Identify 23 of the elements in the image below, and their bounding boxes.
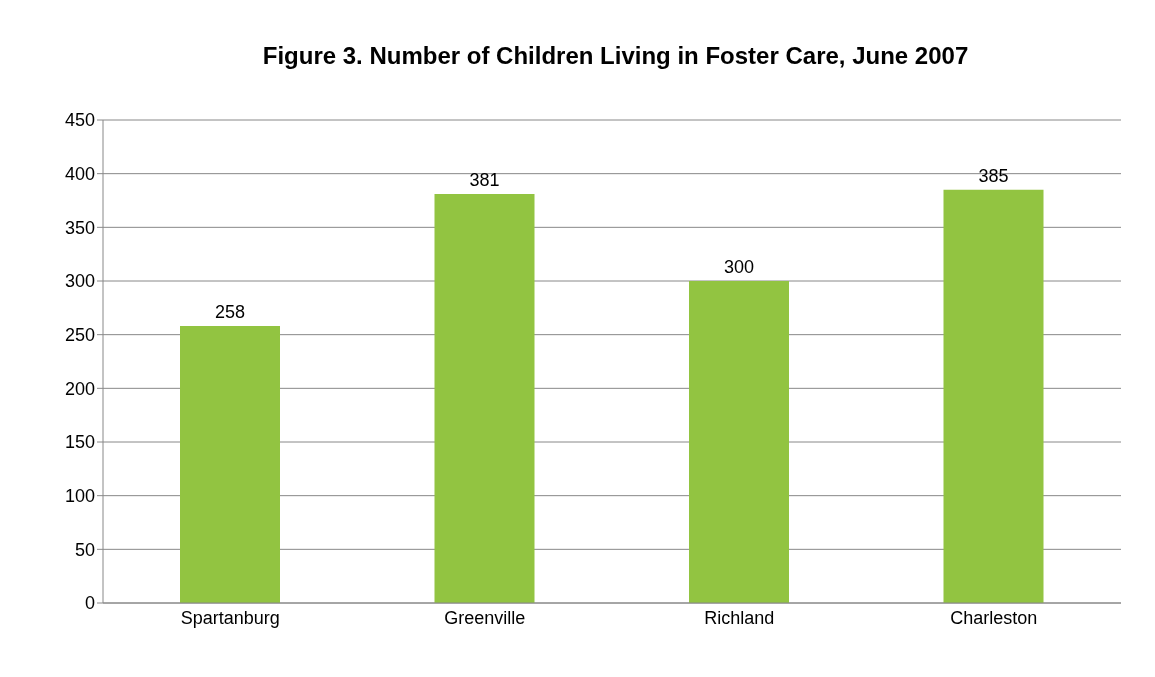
y-tick-label: 50 <box>74 539 95 560</box>
x-tick-label: Spartanburg <box>180 607 280 628</box>
x-tick-label: Richland <box>704 607 775 628</box>
data-label: 300 <box>723 257 755 277</box>
bar <box>943 189 1044 603</box>
y-tick-label: 250 <box>64 325 95 346</box>
chart-title: Figure 3. Number of Children Living in Foster Care, June 2007 <box>261 40 970 71</box>
data-label: 258 <box>214 302 246 323</box>
y-tick-label: 100 <box>64 486 95 507</box>
y-tick-label: 300 <box>64 271 95 292</box>
y-tick-label: 0 <box>84 593 95 614</box>
y-tick-label: 450 <box>64 110 95 131</box>
data-label: 385 <box>978 165 1009 186</box>
y-tick-label: 400 <box>64 164 95 185</box>
bar <box>689 281 789 603</box>
y-tick-label: 150 <box>64 432 95 453</box>
y-tick-label: 200 <box>64 378 95 399</box>
data-label: 381 <box>469 170 500 191</box>
x-tick-label: Greenville <box>444 607 526 628</box>
y-tick-label: 350 <box>64 217 95 238</box>
x-tick-label: Charleston <box>950 607 1038 628</box>
bar <box>434 194 535 603</box>
bar <box>180 326 280 603</box>
